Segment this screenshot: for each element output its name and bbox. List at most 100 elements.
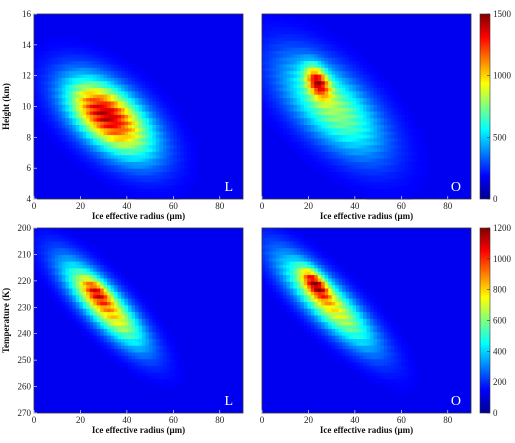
heatmap-cell	[307, 241, 312, 246]
heatmap-cell	[324, 251, 329, 256]
heatmap-cell	[356, 298, 360, 303]
heatmap-cell	[314, 261, 319, 266]
heatmap-cell	[159, 162, 164, 166]
heatmap-cell	[331, 34, 336, 38]
heatmap-cell	[79, 74, 84, 79]
heatmap-cell	[54, 228, 59, 232]
heatmap-cell	[47, 54, 52, 59]
heatmap-cell	[345, 298, 350, 303]
heatmap-cell	[352, 111, 357, 116]
heatmap-cell	[58, 98, 63, 102]
heatmap-cell	[121, 342, 125, 347]
heatmap-cell	[289, 265, 294, 269]
heatmap-cell	[155, 151, 160, 156]
heatmap-cell	[169, 352, 174, 357]
heatmap-cell	[328, 108, 333, 112]
heatmap-cell	[335, 108, 340, 112]
heatmap-cell	[51, 135, 56, 139]
heatmap-cell	[93, 295, 98, 300]
heatmap-cell	[93, 51, 98, 55]
heatmap-cell	[152, 81, 157, 86]
heatmap-cell	[37, 244, 42, 249]
heatmap-cell	[321, 291, 326, 296]
heatmap-cell	[324, 84, 329, 89]
heatmap-cell	[279, 111, 284, 116]
heatmap-cell	[117, 349, 122, 353]
heatmap-cell	[110, 54, 115, 59]
heatmap-cell	[422, 141, 427, 146]
heatmap-cell	[131, 322, 136, 326]
heatmap-cell	[34, 47, 38, 52]
heatmap-cell	[107, 288, 112, 293]
heatmap-cell	[103, 318, 108, 323]
heatmap-cell	[328, 175, 333, 180]
heatmap-cell	[328, 155, 333, 160]
heatmap-cell	[96, 318, 101, 323]
heatmap-cell	[296, 44, 301, 49]
heatmap-cell	[401, 148, 406, 153]
heatmap-cell	[314, 135, 319, 139]
heatmap-cell	[356, 168, 360, 173]
heatmap-cell	[110, 91, 115, 96]
heatmap-cell	[286, 295, 291, 300]
heatmap-cell	[282, 51, 287, 55]
heatmap-cell	[114, 178, 118, 183]
heatmap-cell	[310, 101, 315, 106]
heatmap-cell	[310, 24, 315, 28]
heatmap-cell	[89, 151, 94, 156]
heatmap-cell	[124, 128, 129, 133]
heatmap-cell	[286, 275, 291, 279]
heatmap-cell	[387, 101, 392, 106]
heatmap-cell	[324, 254, 329, 259]
heatmap-cell	[96, 308, 101, 313]
heatmap-cell	[145, 88, 150, 92]
heatmap-cell	[321, 131, 326, 136]
heatmap-cell	[328, 261, 333, 266]
heatmap-cell	[128, 305, 132, 310]
heatmap-cell	[293, 148, 298, 153]
heatmap-cell	[296, 88, 301, 92]
heatmap-cell	[51, 61, 56, 65]
heatmap-cell	[86, 94, 91, 99]
heatmap-cell	[300, 251, 305, 256]
heatmap-cell	[135, 308, 139, 313]
heatmap-cell	[300, 17, 305, 22]
heatmap-cell	[110, 118, 115, 123]
heatmap-cell	[40, 61, 45, 65]
heatmap-cell	[321, 101, 326, 106]
heatmap-cell	[390, 172, 395, 176]
heatmap-cell	[349, 285, 353, 289]
heatmap-cell	[411, 141, 416, 146]
heatmap-cell	[37, 248, 42, 252]
heatmap-cell	[279, 54, 284, 59]
heatmap-cell	[352, 98, 357, 102]
heatmap-cell	[75, 67, 80, 72]
heatmap-cell	[286, 305, 291, 310]
heatmap-cell	[180, 168, 185, 173]
heatmap-cell	[310, 288, 315, 293]
heatmap-cell	[376, 128, 381, 133]
heatmap-cell	[300, 88, 305, 92]
heatmap-cell	[166, 108, 171, 112]
heatmap-cell	[300, 238, 305, 242]
heatmap-cell	[373, 101, 378, 106]
heatmap-cell	[103, 94, 108, 99]
heatmap-cell	[166, 365, 171, 370]
heatmap-cell	[282, 241, 287, 246]
heatmap-cell	[324, 125, 329, 129]
heatmap-cell	[369, 108, 374, 112]
heatmap-cell	[169, 145, 174, 149]
heatmap-cell	[47, 258, 52, 263]
heatmap-cell	[135, 84, 139, 89]
heatmap-cell	[34, 108, 38, 112]
heatmap-cell	[124, 71, 129, 75]
heatmap-cell	[356, 84, 360, 89]
heatmap-cell	[34, 111, 38, 116]
heatmap-cell	[387, 114, 392, 119]
heatmap-cell	[317, 131, 322, 136]
heatmap-cell	[131, 342, 136, 347]
heatmap-cell	[314, 27, 319, 32]
heatmap-cell	[61, 268, 66, 273]
heatmap-cell	[369, 64, 374, 69]
